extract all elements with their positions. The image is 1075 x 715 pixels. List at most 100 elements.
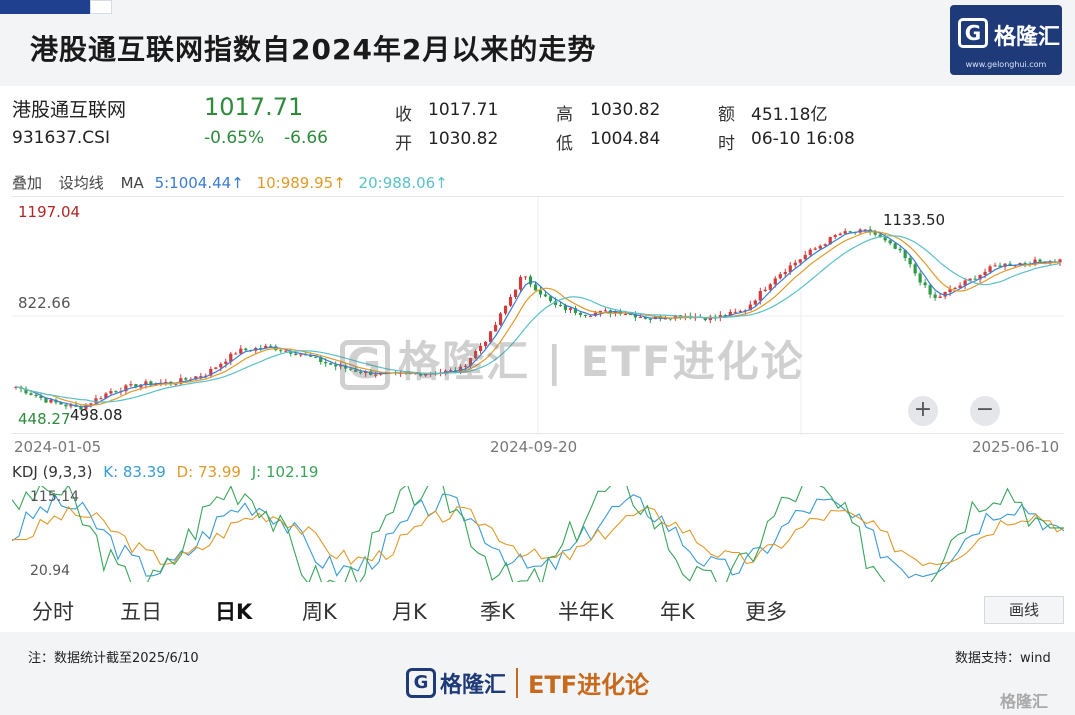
candle-body [239,348,243,354]
time-value: 06-10 16:08 [751,129,855,149]
candle-body [548,296,553,302]
candle-body [424,373,428,376]
candle-body [928,285,932,295]
candle-body [808,249,812,255]
tab-yearly-k[interactable]: 年K [660,600,695,624]
watermark-g-icon: G [340,339,390,390]
amount-value: 451.18亿 [751,105,828,125]
candle-body [224,361,228,364]
logo-text: 格隆汇 [994,25,1061,50]
kdj-d-value: D: 73.99 [176,463,241,481]
candle-body [878,234,882,238]
candle-body [34,394,38,397]
footer-divider [516,667,519,698]
candle-body [174,383,178,385]
footnote: 注：数据统计截至2025/6/10 [28,651,199,666]
candle-body [783,271,787,275]
candle-body [923,282,927,286]
ma20-value: 20:988.06↑ [358,174,448,192]
footer-brand-sub: ETF进化论 [528,671,650,699]
ma-label: MA [120,174,144,192]
kdj-line-k [11,492,1065,579]
candle-body [39,396,43,399]
candle-body [473,351,478,359]
kdj-plot[interactable] [11,483,1065,588]
candle-body [49,399,53,403]
footer-brand: G 格隆汇 ETF进化论 [406,665,649,700]
candle-body [908,258,912,265]
tab-halfyear-k[interactable]: 半年K [558,600,614,624]
x-tick-mid: 2024-09-20 [490,438,578,456]
tab-more[interactable]: 更多 [745,600,787,624]
candle-body [69,404,73,407]
candle-body [219,363,223,368]
candle-body [873,231,877,235]
candle-body [718,315,722,318]
tab-daily-k[interactable]: 日K [215,600,253,624]
close-value: 1017.71 [428,100,499,120]
candle-body [973,278,977,280]
candle-body [349,368,353,370]
time-label: 时 [718,134,735,154]
kdj-chart-svg [11,483,1065,588]
kdj-y-top: 115.14 [30,489,79,505]
candle-body [1058,259,1062,263]
candle-body [773,278,777,285]
price-plot[interactable] [12,196,1064,435]
chart-watermark: G 格隆汇 | ETF进化论 [340,328,805,390]
draw-line-button[interactable]: 画线 [984,596,1064,624]
candle-body [848,231,852,233]
candle-body [563,305,568,310]
high-value: 1030.82 [590,100,661,120]
candle-body [513,289,518,298]
candle-body [209,368,213,376]
candle-body [748,304,752,311]
candle-body [164,381,168,383]
candle-body [204,375,208,377]
set-ma-button[interactable]: 设均线 [58,174,104,192]
candle-body [758,291,762,301]
tab-monthly-k[interactable]: 月K [392,600,427,624]
candle-body [723,315,727,317]
candle-body [968,278,972,281]
zoom-in-button[interactable]: + [908,396,938,426]
open-value: 1030.82 [428,129,499,149]
candle-body [199,376,203,378]
candle-body [803,254,807,260]
data-support: 数据支持：wind [955,651,1051,666]
ma-line-1 [15,231,1061,406]
candle-body [84,404,88,410]
candle-body [214,367,218,369]
overlay-button[interactable]: 叠加 [12,174,43,192]
candle-body [843,231,847,234]
candle-body [888,240,892,244]
candle-body [468,358,473,366]
candle-body [508,297,513,306]
zoom-out-button[interactable]: − [970,396,1000,426]
candle-body [463,365,468,367]
candle-body [603,310,608,312]
kdj-line-d [12,505,1065,567]
candle-body [768,284,772,290]
tab-quarterly-k[interactable]: 季K [480,600,515,624]
candle-body [29,393,33,395]
candle-body [568,308,573,310]
candle-body [993,265,997,267]
candle-body [588,315,593,317]
candle-body [299,354,303,356]
tab-five-day[interactable]: 五日 [120,600,162,624]
candle-body [573,308,578,313]
candle-body [903,250,907,259]
watermark-text: 格隆汇 | ETF进化论 [398,337,805,386]
kdj-y-bottom: 20.94 [30,563,71,579]
candle-body [314,356,318,358]
corner-watermark: 格隆汇 [1000,692,1049,711]
tab-weekly-k[interactable]: 周K [302,600,337,624]
tab-intraday[interactable]: 分时 [32,600,74,624]
kdj-label: KDJ (9,3,3) [12,463,93,481]
ma10-value: 10:989.95↑ [256,174,346,192]
candle-body [938,296,942,298]
candle-body [793,262,797,266]
page-title: 港股通互联网指数自2024年2月以来的走势 [30,33,597,66]
ma-line-2 [15,235,1061,403]
